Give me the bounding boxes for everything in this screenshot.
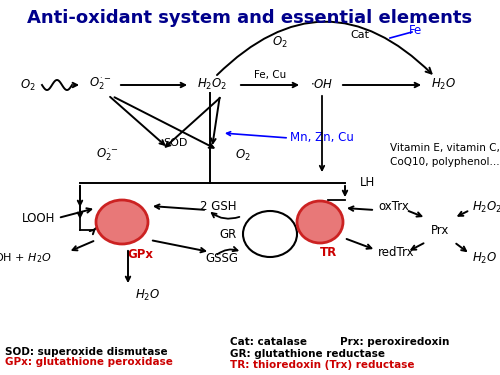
Text: 2 GSH: 2 GSH <box>200 201 236 213</box>
Text: $H_2O$: $H_2O$ <box>136 288 160 303</box>
Text: Se: Se <box>112 213 132 227</box>
Text: GPx: GPx <box>127 248 153 261</box>
Ellipse shape <box>243 211 297 257</box>
Text: Mn, Zn, Cu: Mn, Zn, Cu <box>290 132 354 144</box>
Text: GPx: glutathione peroxidase: GPx: glutathione peroxidase <box>5 357 173 367</box>
Text: CoQ10, polyphenol...: CoQ10, polyphenol... <box>390 157 500 167</box>
Text: $O_2^{·-}$: $O_2^{·-}$ <box>89 76 111 92</box>
Text: Cat: catalase: Cat: catalase <box>230 337 307 347</box>
Text: TR: thioredoxin (Trx) reductase: TR: thioredoxin (Trx) reductase <box>230 360 414 370</box>
FancyArrowPatch shape <box>217 22 432 75</box>
Text: NADPH: NADPH <box>254 230 286 238</box>
Text: GSSG: GSSG <box>206 252 238 264</box>
Text: SOD: SOD <box>163 138 187 148</box>
Text: $O_2^{·-}$: $O_2^{·-}$ <box>96 147 118 163</box>
Text: $O_2$: $O_2$ <box>272 34 288 50</box>
Text: Cat: Cat <box>350 30 370 40</box>
Text: SOD: superoxide dismutase: SOD: superoxide dismutase <box>5 347 168 357</box>
Text: oxTrx: oxTrx <box>378 201 409 213</box>
Text: $\cdot OH$: $\cdot OH$ <box>310 78 334 90</box>
Text: Prx: Prx <box>431 224 449 237</box>
Text: Se: Se <box>310 213 330 227</box>
Text: $O_2$: $O_2$ <box>235 147 251 162</box>
Text: $H_2O$: $H_2O$ <box>472 251 497 266</box>
Text: GR: glutathione reductase: GR: glutathione reductase <box>230 349 385 359</box>
Text: $H_2O_2$: $H_2O_2$ <box>197 76 227 92</box>
Ellipse shape <box>96 200 148 244</box>
Text: $H_2O$: $H_2O$ <box>432 76 456 92</box>
Ellipse shape <box>297 201 343 243</box>
Text: Prx: peroxiredoxin: Prx: peroxiredoxin <box>340 337 450 347</box>
Text: LOOH: LOOH <box>22 211 55 225</box>
FancyArrowPatch shape <box>212 213 240 219</box>
Text: redTrx: redTrx <box>378 246 414 258</box>
Text: Fe: Fe <box>408 24 422 36</box>
Text: $O_2$: $O_2$ <box>20 78 36 93</box>
Text: LOH + $H_2O$: LOH + $H_2O$ <box>0 251 52 265</box>
Text: Vitamin E, vitamin C,: Vitamin E, vitamin C, <box>390 143 500 153</box>
Text: GR: GR <box>220 228 236 240</box>
Text: Anti-oxidant system and essential elements: Anti-oxidant system and essential elemen… <box>28 9 472 27</box>
FancyArrowPatch shape <box>217 247 238 254</box>
Text: TR: TR <box>320 246 336 258</box>
Text: $H_2O_2$: $H_2O_2$ <box>472 200 500 214</box>
Text: Fe, Cu: Fe, Cu <box>254 70 286 80</box>
Text: LH: LH <box>360 177 375 189</box>
